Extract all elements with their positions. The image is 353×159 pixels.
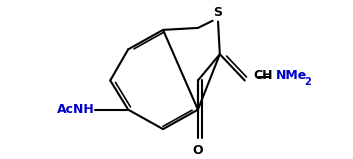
- Text: S: S: [213, 6, 222, 19]
- Text: 2: 2: [305, 77, 311, 87]
- Text: AcNH: AcNH: [56, 103, 94, 116]
- Text: NMe: NMe: [276, 69, 307, 82]
- Text: CH: CH: [253, 69, 273, 82]
- Text: O: O: [193, 144, 203, 157]
